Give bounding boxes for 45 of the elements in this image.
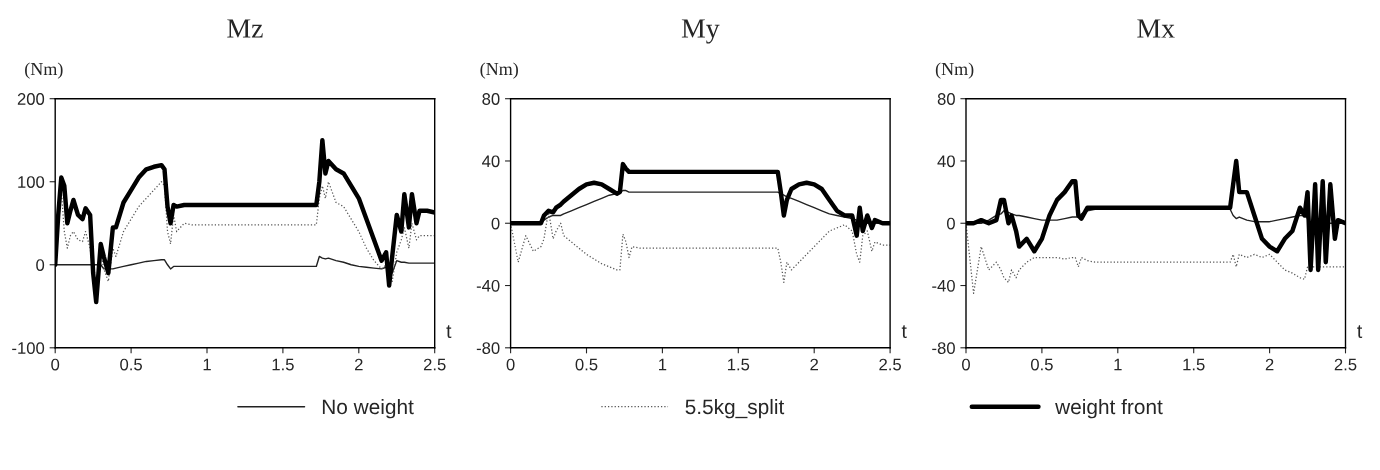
x-axis-title: t [1357,325,1363,339]
x-tick-label: 1.5 [1183,358,1205,371]
y-tick-label: -80 [476,342,500,354]
x-tick-label: 1 [1114,358,1122,371]
x-tick-label: 0 [51,358,60,371]
y-axis-title: (Nm) [935,62,974,79]
y-tick-label: 40 [937,155,955,168]
y-axis-title: (Nm) [25,62,63,79]
chart-title: Mx [1137,19,1175,38]
y-tick-label: 0 [946,217,955,230]
y-tick-label: 100 [18,176,45,188]
x-tick-label: 0.5 [120,358,142,371]
x-tick-label: 2 [810,358,818,371]
y-tick-label: -100 [12,342,45,354]
x-tick-label: 1 [659,358,667,371]
y-tick-label: -40 [476,279,500,292]
y-tick-label: 80 [482,93,500,105]
x-tick-label: 0.5 [1030,358,1053,371]
x-tick-label: 1.5 [272,358,294,371]
x-axis-title: t [901,325,907,339]
legend-label: weight front [1055,398,1163,419]
x-axis-title: t [446,325,452,339]
y-tick-label: 0 [491,217,500,230]
x-tick-label: 1.5 [727,358,750,371]
x-tick-label: 0 [506,358,515,371]
x-tick-label: 2 [1265,358,1274,371]
x-tick-label: 2.5 [879,358,901,371]
y-tick-label: 200 [17,93,45,105]
y-tick-label: 0 [36,259,45,271]
legend-label: No weight [322,398,414,419]
x-tick-label: 0.5 [575,358,598,371]
legend-label: 5.5kg_split [685,398,785,419]
line-series [55,255,435,274]
y-tick-label: -40 [932,279,955,292]
x-tick-label: 2.5 [423,358,446,371]
x-tick-label: 2.5 [1334,358,1357,371]
y-tick-label: -80 [932,342,955,354]
chart-title: My [681,19,720,44]
y-tick-label: 80 [937,93,955,105]
x-tick-label: 2 [355,358,363,371]
chart-title: Mz [227,19,263,38]
x-tick-label: 0 [962,358,970,371]
y-axis-title: (Nm) [480,62,518,79]
x-tick-label: 1 [203,358,211,371]
y-tick-label: 40 [482,155,500,168]
